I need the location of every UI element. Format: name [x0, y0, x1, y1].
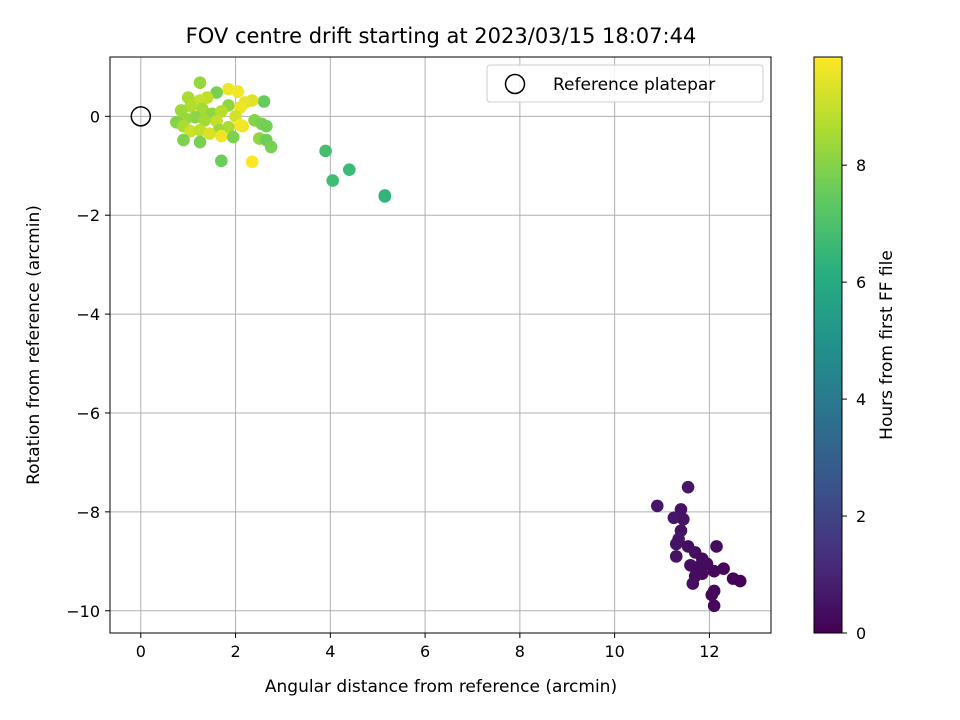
data-point: [203, 127, 216, 140]
y-tick-label: −6: [76, 404, 100, 423]
data-point: [378, 190, 392, 203]
data-point: [193, 135, 207, 149]
colorbar: 0 2 4 6 8 Hours from first FF file: [813, 56, 897, 643]
data-point: [222, 82, 235, 96]
colorbar-tick-label: 2: [856, 507, 866, 526]
legend-reference-marker: [504, 73, 526, 95]
data-point: [319, 144, 332, 158]
x-tick-label: 12: [699, 642, 719, 661]
data-point: [707, 599, 721, 613]
x-tick-label: 10: [604, 642, 624, 661]
colorbar-tick-label: 0: [856, 624, 866, 643]
y-tick-label: −2: [76, 206, 100, 225]
x-tick-label: 8: [515, 642, 525, 661]
colorbar-label: Hours from first FF file: [877, 250, 897, 440]
data-point: [669, 537, 683, 551]
data-point: [226, 130, 240, 144]
data-point: [669, 550, 683, 563]
x-axis-label: Angular distance from reference (arcmin): [265, 677, 617, 697]
colorbar-tick-label: 6: [856, 273, 866, 292]
legend-entry-label: Reference platepar: [553, 75, 715, 95]
data-point: [193, 123, 207, 137]
data-point: [733, 574, 747, 588]
data-point: [677, 512, 690, 526]
y-tick-label: −10: [66, 602, 100, 621]
data-point: [177, 133, 190, 147]
data-point: [198, 113, 212, 127]
data-point: [650, 499, 664, 513]
x-tick-label: 0: [136, 642, 146, 661]
data-point: [231, 85, 245, 98]
data-point: [222, 120, 235, 134]
colorbar-tick-label: 8: [856, 156, 866, 175]
x-tick-label: 4: [325, 642, 335, 661]
data-point: [707, 564, 721, 578]
data-point: [260, 119, 273, 133]
data-point: [705, 588, 719, 602]
data-point: [681, 480, 695, 494]
chart-title: FOV centre drift starting at 2023/03/15 …: [186, 24, 697, 48]
colorbar-ticks: 0 2 4 6 8: [842, 156, 866, 643]
data-point: [326, 174, 340, 187]
x-tick-label: 6: [420, 642, 430, 661]
y-tick-label: 0: [90, 107, 100, 126]
data-point: [193, 76, 207, 90]
data-point: [710, 540, 723, 553]
data-point: [257, 95, 271, 108]
legend: Reference platepar: [486, 64, 764, 103]
colorbar-gradient: [813, 56, 843, 634]
data-point: [184, 124, 197, 138]
y-tick-label: −4: [76, 305, 100, 324]
data-point: [210, 86, 223, 99]
x-tick-label: 2: [230, 642, 240, 661]
y-axis-label: Rotation from reference (arcmin): [24, 205, 44, 485]
x-axis-ticks: 0 2 4 6 8 10 12: [136, 633, 720, 661]
data-point: [686, 577, 700, 590]
data-point: [667, 511, 681, 525]
reference-point: [130, 106, 152, 127]
data-point: [215, 129, 228, 143]
y-axis-ticks: 0 −2 −4 −6 −8 −10: [66, 107, 110, 621]
y-tick-label: −8: [76, 503, 100, 522]
data-point: [342, 163, 356, 177]
data-point: [717, 562, 730, 576]
data-point: [674, 503, 688, 516]
data-point: [188, 111, 202, 124]
legend-box: [486, 64, 764, 103]
data-point: [215, 154, 228, 168]
colorbar-tick-label: 4: [856, 390, 866, 409]
data-point: [215, 105, 228, 118]
reference-marker: [130, 106, 152, 127]
data-point: [196, 102, 209, 116]
data-point: [236, 119, 249, 133]
data-points: [170, 76, 747, 613]
data-point: [184, 100, 197, 113]
data-point: [264, 140, 278, 154]
plot-frame: [109, 56, 772, 634]
data-point: [245, 155, 259, 169]
